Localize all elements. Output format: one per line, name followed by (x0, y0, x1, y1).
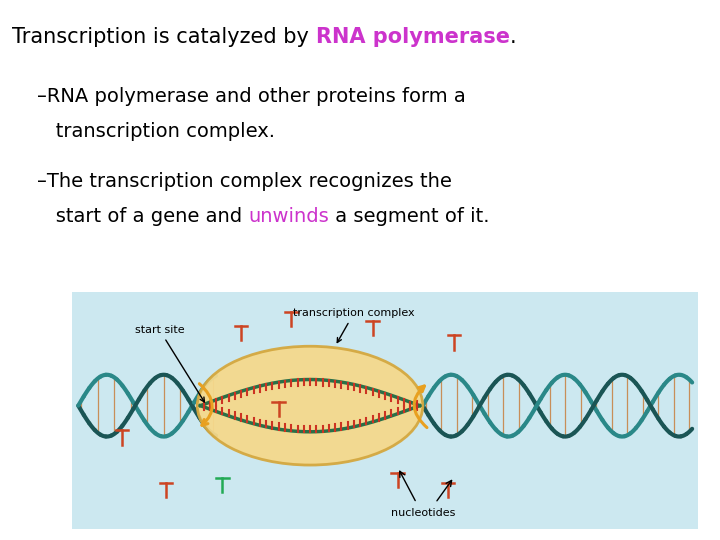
Text: a segment of it.: a segment of it. (329, 207, 489, 226)
Text: unwinds: unwinds (248, 207, 329, 226)
Text: transcription complex.: transcription complex. (37, 122, 274, 141)
Text: start of a gene and: start of a gene and (37, 207, 248, 226)
Text: RNA polymerase: RNA polymerase (315, 27, 510, 47)
Text: nucleotides: nucleotides (390, 508, 455, 518)
Text: .: . (510, 27, 516, 47)
Ellipse shape (197, 346, 423, 465)
Text: start site: start site (135, 325, 204, 402)
Text: Transcription is catalyzed by: Transcription is catalyzed by (12, 27, 315, 47)
Text: transcription complex: transcription complex (293, 308, 415, 342)
Text: –RNA polymerase and other proteins form a: –RNA polymerase and other proteins form … (37, 87, 465, 106)
Text: –The transcription complex recognizes the: –The transcription complex recognizes th… (37, 172, 451, 191)
